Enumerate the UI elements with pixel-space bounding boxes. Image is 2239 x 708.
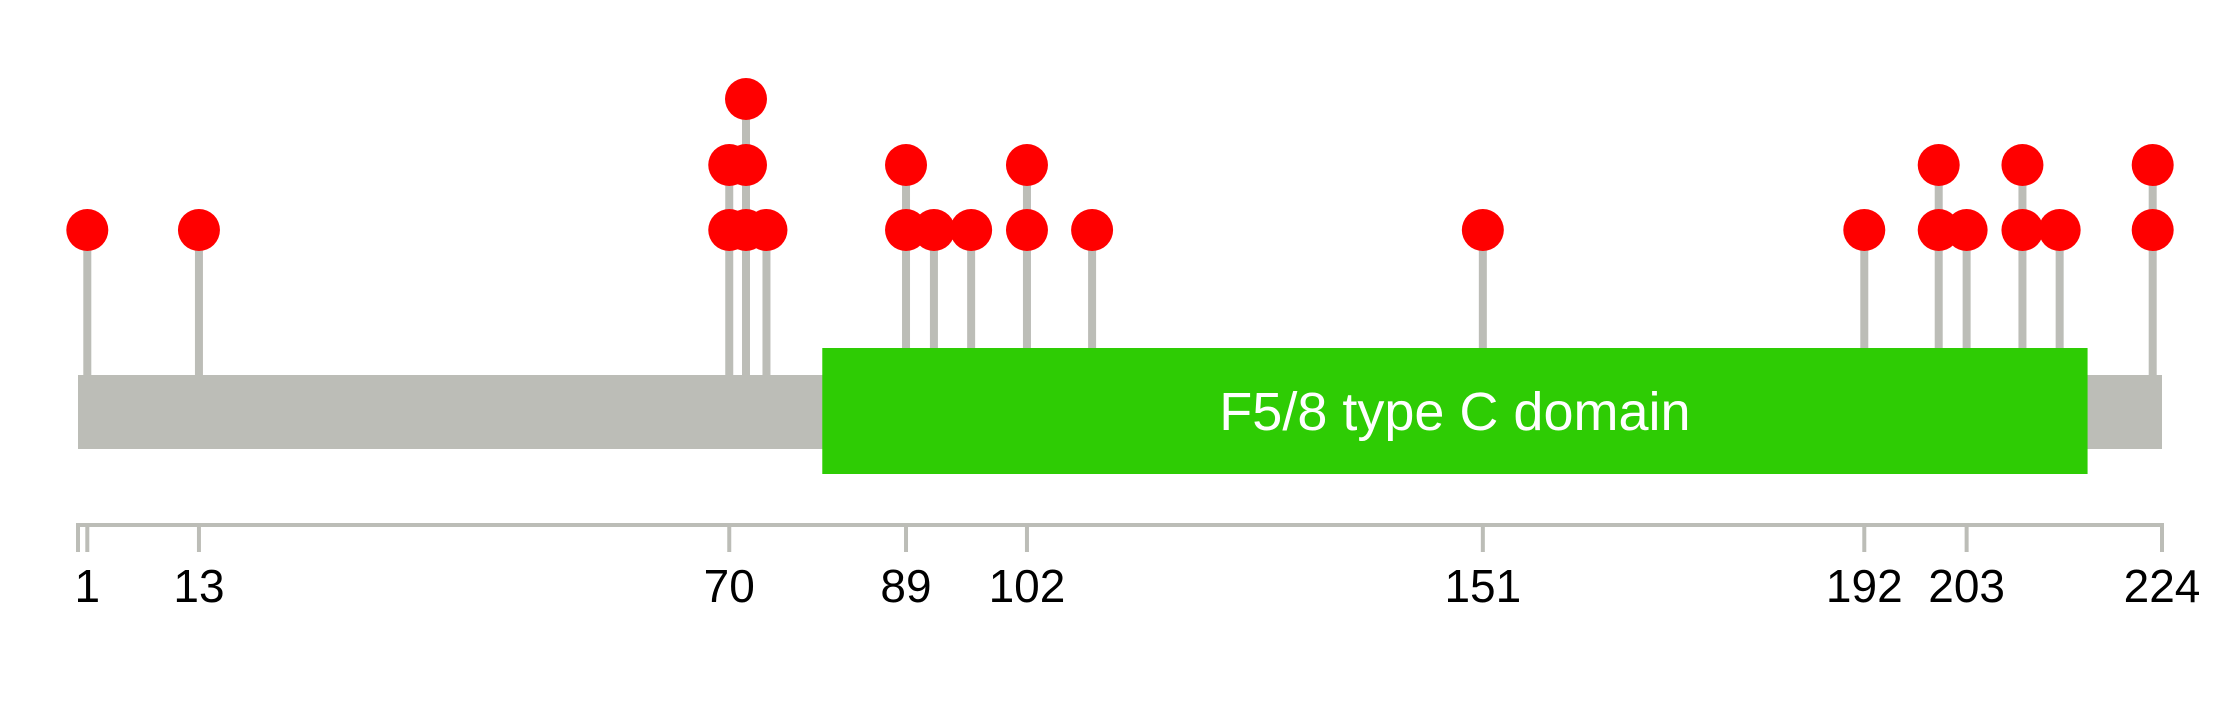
mutation-marker [66, 209, 109, 251]
mutation-marker [724, 78, 767, 120]
axis-tick-label: 70 [704, 560, 755, 612]
mutation-marker [1461, 209, 1504, 251]
position-axis: 1 13 70 89 102 151 192 203 224 [75, 523, 2201, 612]
mutation-markers [66, 78, 2174, 251]
mutation-marker [2131, 209, 2174, 251]
mutation-marker [2038, 209, 2081, 251]
mutation-marker [745, 209, 788, 251]
mutation-marker [1917, 144, 1960, 186]
mutation-marker [1945, 209, 1988, 251]
mutation-marker [912, 209, 955, 251]
axis-tick-label: 151 [1444, 560, 1521, 612]
mutation-stems [83, 99, 2157, 375]
mutation-marker [1005, 209, 1048, 251]
axis-tick-labels: 1 13 70 89 102 151 192 203 224 [75, 560, 2201, 612]
mutation-marker [724, 144, 767, 186]
axis-tick-label: 203 [1928, 560, 2005, 612]
mutation-marker [177, 209, 220, 251]
domain-layer: F5/8 type C domain [822, 348, 2088, 474]
mutation-marker [1005, 144, 1048, 186]
axis-tick-label: 1 [75, 560, 101, 612]
axis-tick-label: 224 [2124, 560, 2201, 612]
domain-label: F5/8 type C domain [1219, 382, 1690, 442]
axis-ticks [76, 523, 2164, 552]
axis-tick-label: 13 [173, 560, 224, 612]
mutation-marker [2131, 144, 2174, 186]
axis-tick-label: 192 [1826, 560, 1903, 612]
mutation-marker [885, 144, 928, 186]
domain-box [822, 348, 2088, 474]
axis-tick-label: 89 [880, 560, 931, 612]
mutation-marker [950, 209, 993, 251]
mutation-marker [1843, 209, 1886, 251]
mutation-marker [2001, 209, 2044, 251]
mutation-marker [2001, 144, 2044, 186]
mutation-marker [1071, 209, 1114, 251]
axis-tick-label: 102 [989, 560, 1066, 612]
